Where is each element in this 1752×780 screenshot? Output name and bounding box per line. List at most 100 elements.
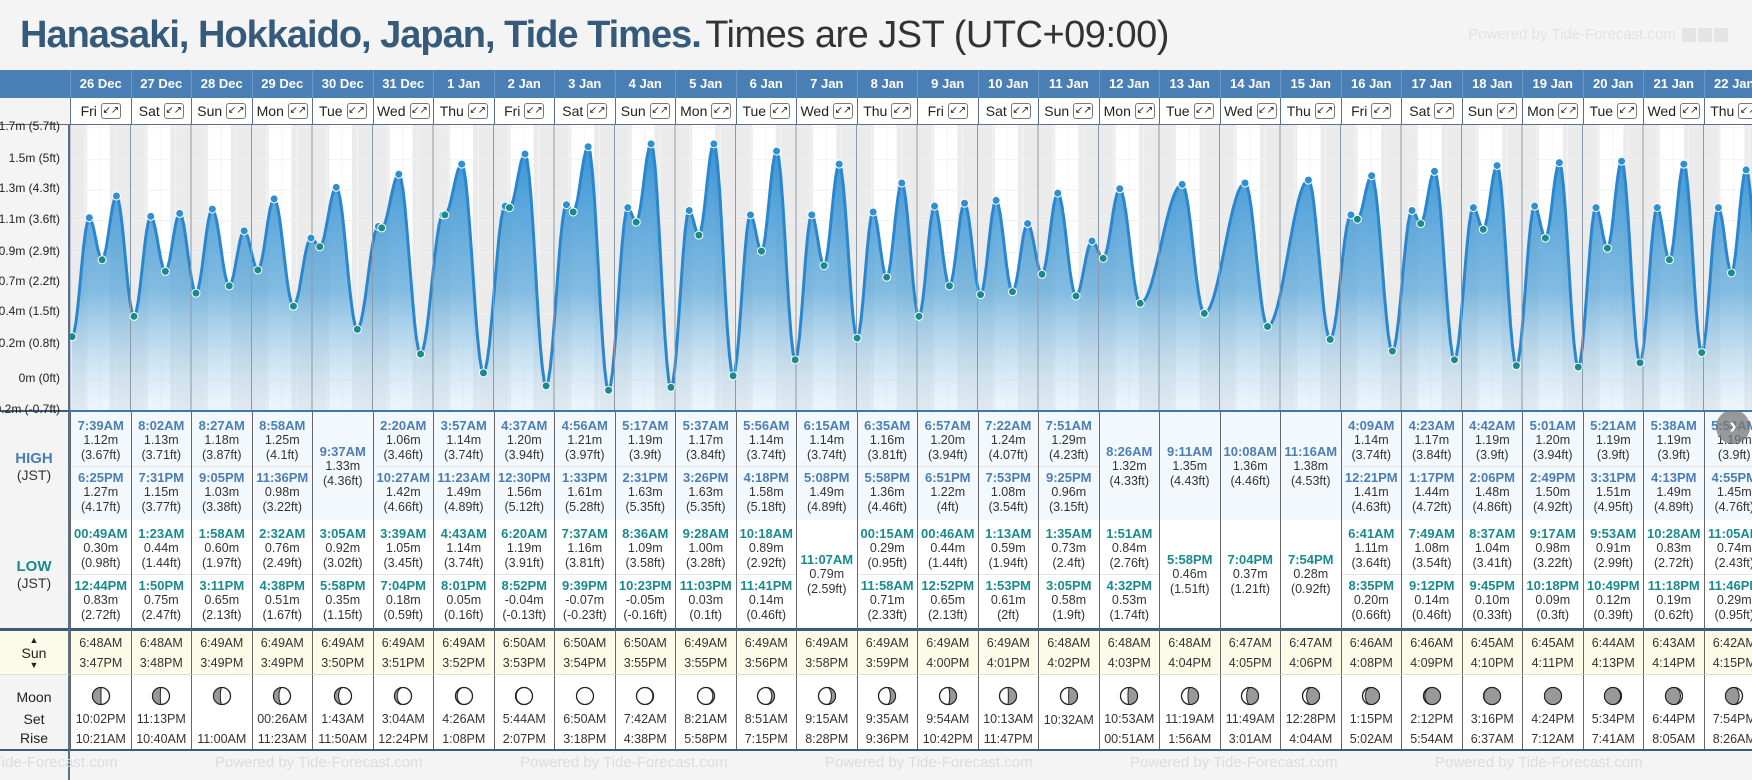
expand-icon[interactable]: ↙↗ (1256, 103, 1277, 119)
tide-time: 9:39PM (561, 577, 608, 593)
sunset-time: 4:03PM (1107, 655, 1151, 670)
expand-icon[interactable]: ↙↗ (1134, 103, 1155, 119)
sun-cell: 6:49AM 3:51PM (372, 628, 433, 674)
expand-icon[interactable]: ↙↗ (163, 103, 184, 119)
tide-time: 11:46PM (1708, 577, 1752, 593)
expand-icon[interactable]: ↙↗ (1496, 103, 1517, 119)
tide-height-m: 1.33m (325, 458, 361, 473)
tide-height-m: 0.10m (1474, 592, 1510, 607)
tide-height-ft: (3.71ft) (141, 447, 182, 462)
tide-time: 8:52PM (501, 577, 548, 593)
moonrise-time: 5:58PM (684, 732, 728, 746)
expand-icon[interactable]: ↙↗ (711, 103, 732, 119)
high-tide-event: 2:20AM 1.06m (3.46ft) (374, 415, 434, 466)
moon-phase-icon (1361, 683, 1381, 709)
y-tick-label: 1.7m (5.7ft) (0, 118, 60, 133)
moonset-time: 9:15AM (805, 712, 849, 726)
low-tide-point (728, 371, 738, 381)
sun-cell: 6:48AM 4:02PM (1038, 628, 1099, 674)
expand-icon[interactable]: ↙↗ (287, 103, 308, 119)
moonset-time: 00:26AM (257, 712, 308, 726)
tide-time: 4:43AM (440, 525, 487, 541)
sunset-time: 3:55PM (684, 655, 728, 670)
low-tide-event: 8:37AM 1.04m (3.41ft) (1463, 523, 1523, 574)
expand-icon[interactable]: ↙↗ (409, 103, 430, 119)
low-tide-event: 3:05PM 0.58m (1.9ft) (1039, 573, 1099, 626)
low-tide-point (1573, 362, 1583, 372)
sunrise-time: 6:49AM (260, 635, 304, 650)
expand-icon[interactable]: ↙↗ (1617, 103, 1638, 119)
expand-icon[interactable]: ↙↗ (100, 103, 121, 119)
expand-icon[interactable]: ↙↗ (770, 103, 791, 119)
moon-cell: 1:43AM 11:50AM (312, 674, 373, 749)
day-column: 20 Jan Tue ↙↗ 5:21AM 1.19m (3.9ft) 3:31PM 1.51m… (1582, 70, 1644, 780)
footer-corner (0, 749, 70, 780)
tide-height-ft: (0.95ft) (867, 555, 908, 570)
expand-icon[interactable]: ↙↗ (1434, 103, 1455, 119)
low-tide-event: 1:50PM 0.75m (2.47ft) (131, 573, 191, 626)
expand-icon[interactable]: ↙↗ (891, 103, 912, 119)
expand-icon[interactable]: ↙↗ (1558, 103, 1579, 119)
day-of-week: Fri ↙↗ (493, 98, 554, 125)
sunset-time: 3:53PM (502, 655, 546, 670)
low-tide-event: 9:12PM 0.14m (0.46ft) (1402, 573, 1462, 626)
tide-height-ft: (2.43ft) (1714, 555, 1752, 570)
tide-height-ft: (3.64ft) (1351, 555, 1392, 570)
tide-height-m: 1.36m (1232, 458, 1268, 473)
day-column: 10 Jan Sat ↙↗ 7:22AM 1.24m (4.07ft) 7:53PM 1.08… (977, 70, 1038, 780)
low-tide-point (568, 207, 578, 217)
tide-height-m: 0.20m (1353, 592, 1389, 607)
low-tide-event: 6:41AM 1.11m (3.64ft) (1342, 523, 1402, 574)
tide-height-ft: (5.28ft) (564, 499, 605, 514)
moonset-time: 1:15PM (1349, 712, 1393, 726)
high-tide-event: 5:21AM 1.19m (3.9ft) (1584, 415, 1644, 466)
low-tide-point (631, 217, 641, 227)
expand-icon[interactable]: ↙↗ (1314, 103, 1335, 119)
day-column: 14 Jan Wed ↙↗ 10:08AM 1.36m (4.46ft) 7:04PM 0.3… (1219, 70, 1280, 780)
tide-height-ft: (2.47ft) (141, 607, 182, 622)
sunrise-time: 6:46AM (1349, 635, 1393, 650)
tide-height-ft: (0.95ft) (1714, 607, 1752, 622)
moon-phase-icon (817, 683, 837, 709)
expand-icon[interactable]: ↙↗ (1193, 103, 1214, 119)
expand-icon[interactable]: ↙↗ (947, 103, 968, 119)
expand-icon[interactable]: ↙↗ (524, 103, 545, 119)
high-tide-point (84, 213, 94, 223)
low-tides-cell: 8:36AM 1.09m (3.58ft) 10:23PM -0.05m (-0.16ft… (614, 520, 675, 628)
low-tide-event: 11:18PM 0.19m (0.62ft) (1644, 573, 1704, 626)
day-column: 17 Jan Sat ↙↗ 4:23AM 1.17m (3.84ft) 1:17PM 1.44… (1401, 70, 1462, 780)
low-tide-point (504, 203, 514, 213)
expand-icon[interactable]: ↙↗ (1073, 103, 1094, 119)
tide-height-m: 0.28m (1293, 566, 1329, 581)
expand-icon[interactable]: ↙↗ (1738, 103, 1752, 119)
tide-height-m: 1.09m (627, 540, 663, 555)
expand-icon[interactable]: ↙↗ (587, 103, 608, 119)
expand-icon[interactable]: ↙↗ (467, 103, 488, 119)
tide-height-ft: (3.9ft) (628, 447, 662, 462)
expand-icon[interactable]: ↙↗ (346, 103, 367, 119)
tide-time: 8:36AM (622, 525, 669, 541)
logo-icon (1682, 28, 1696, 43)
expand-icon[interactable]: ↙↗ (1010, 103, 1031, 119)
day-of-week: Wed ↙↗ (372, 98, 433, 125)
expand-icon[interactable]: ↙↗ (649, 103, 670, 119)
tide-height-m: 1.14m (446, 432, 482, 447)
day-column: 30 Dec Tue ↙↗ 9:37AM 1.33m (4.36ft) 3:05AM 0.92… (312, 70, 373, 780)
low-tide-point (1199, 308, 1209, 318)
tide-time: 7:51AM (1045, 417, 1092, 433)
expand-icon[interactable]: ↙↗ (1680, 103, 1701, 119)
tide-height-ft: (3.54ft) (988, 499, 1029, 514)
tide-height-m: 0.58m (1051, 592, 1087, 607)
tide-height-m: 1.61m (567, 484, 603, 499)
tide-height-ft: (3.15ft) (1048, 499, 1089, 514)
low-tide-event: 9:28AM 1.00m (3.28ft) (676, 523, 736, 574)
expand-icon[interactable]: ↙↗ (226, 103, 247, 119)
tide-height-m: 0.44m (143, 540, 179, 555)
day-of-week: Fri ↙↗ (70, 98, 131, 125)
next-arrow-button[interactable]: › (1716, 410, 1750, 444)
expand-icon[interactable]: ↙↗ (1371, 103, 1392, 119)
low-tide-point (1325, 335, 1335, 345)
expand-icon[interactable]: ↙↗ (833, 103, 854, 119)
tide-height-ft: (2.13ft) (201, 607, 242, 622)
tide-time: 3:11PM (199, 577, 245, 593)
